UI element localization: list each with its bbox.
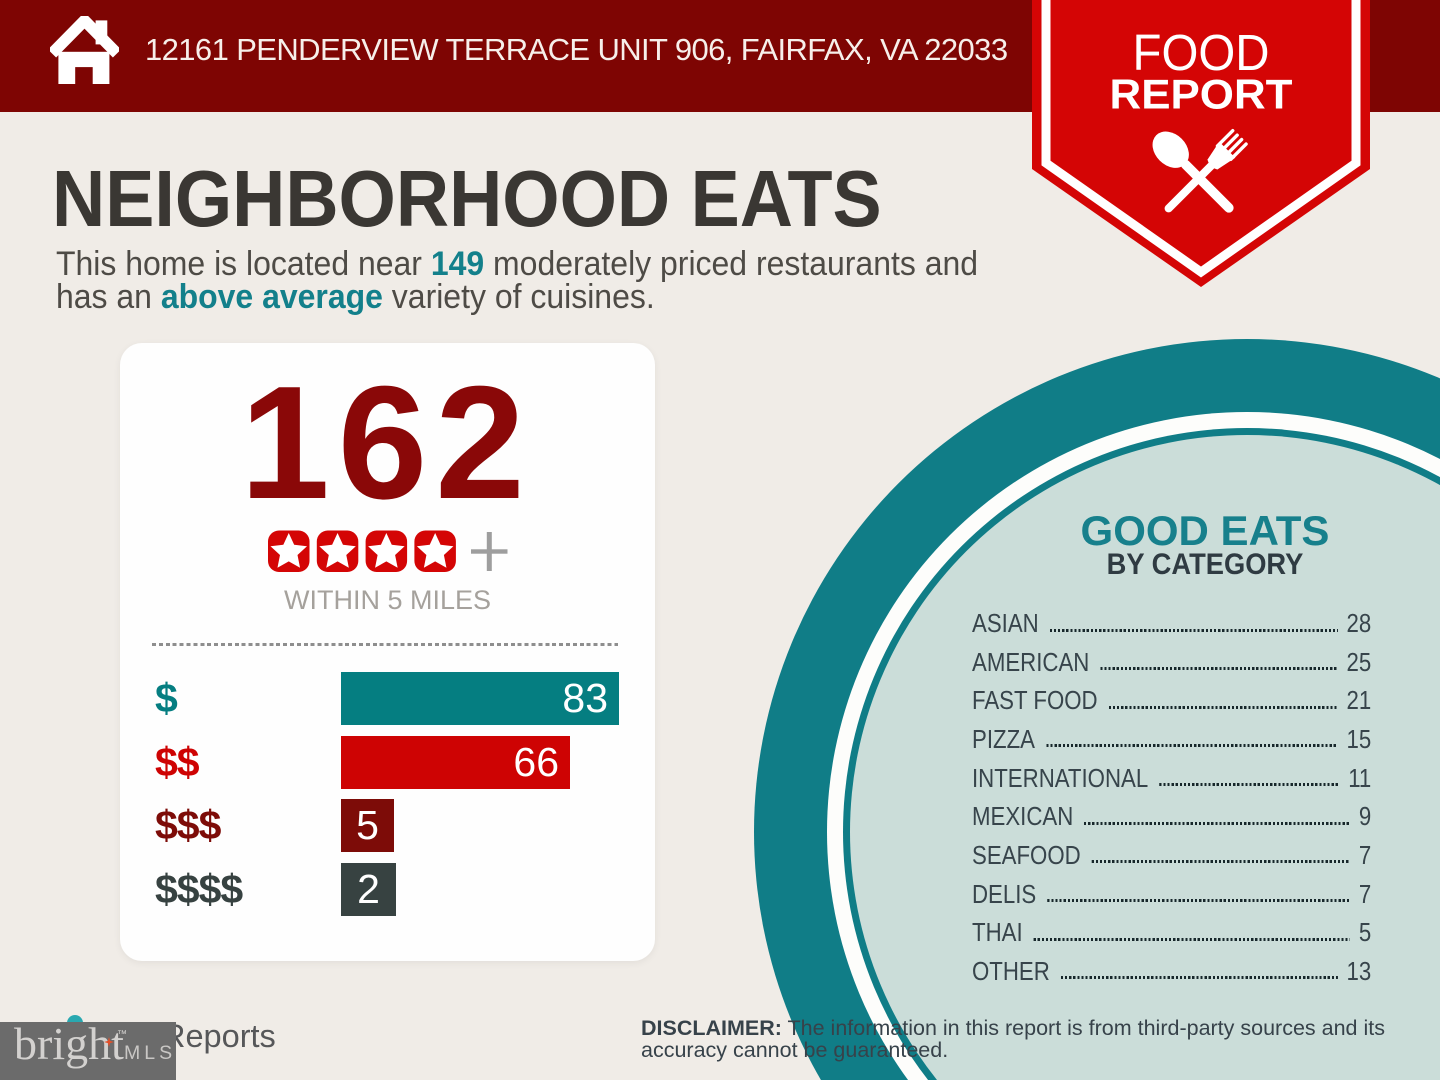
svg-text:REPORT: REPORT [1110,71,1293,118]
svg-text:FOOD: FOOD [1133,24,1270,81]
